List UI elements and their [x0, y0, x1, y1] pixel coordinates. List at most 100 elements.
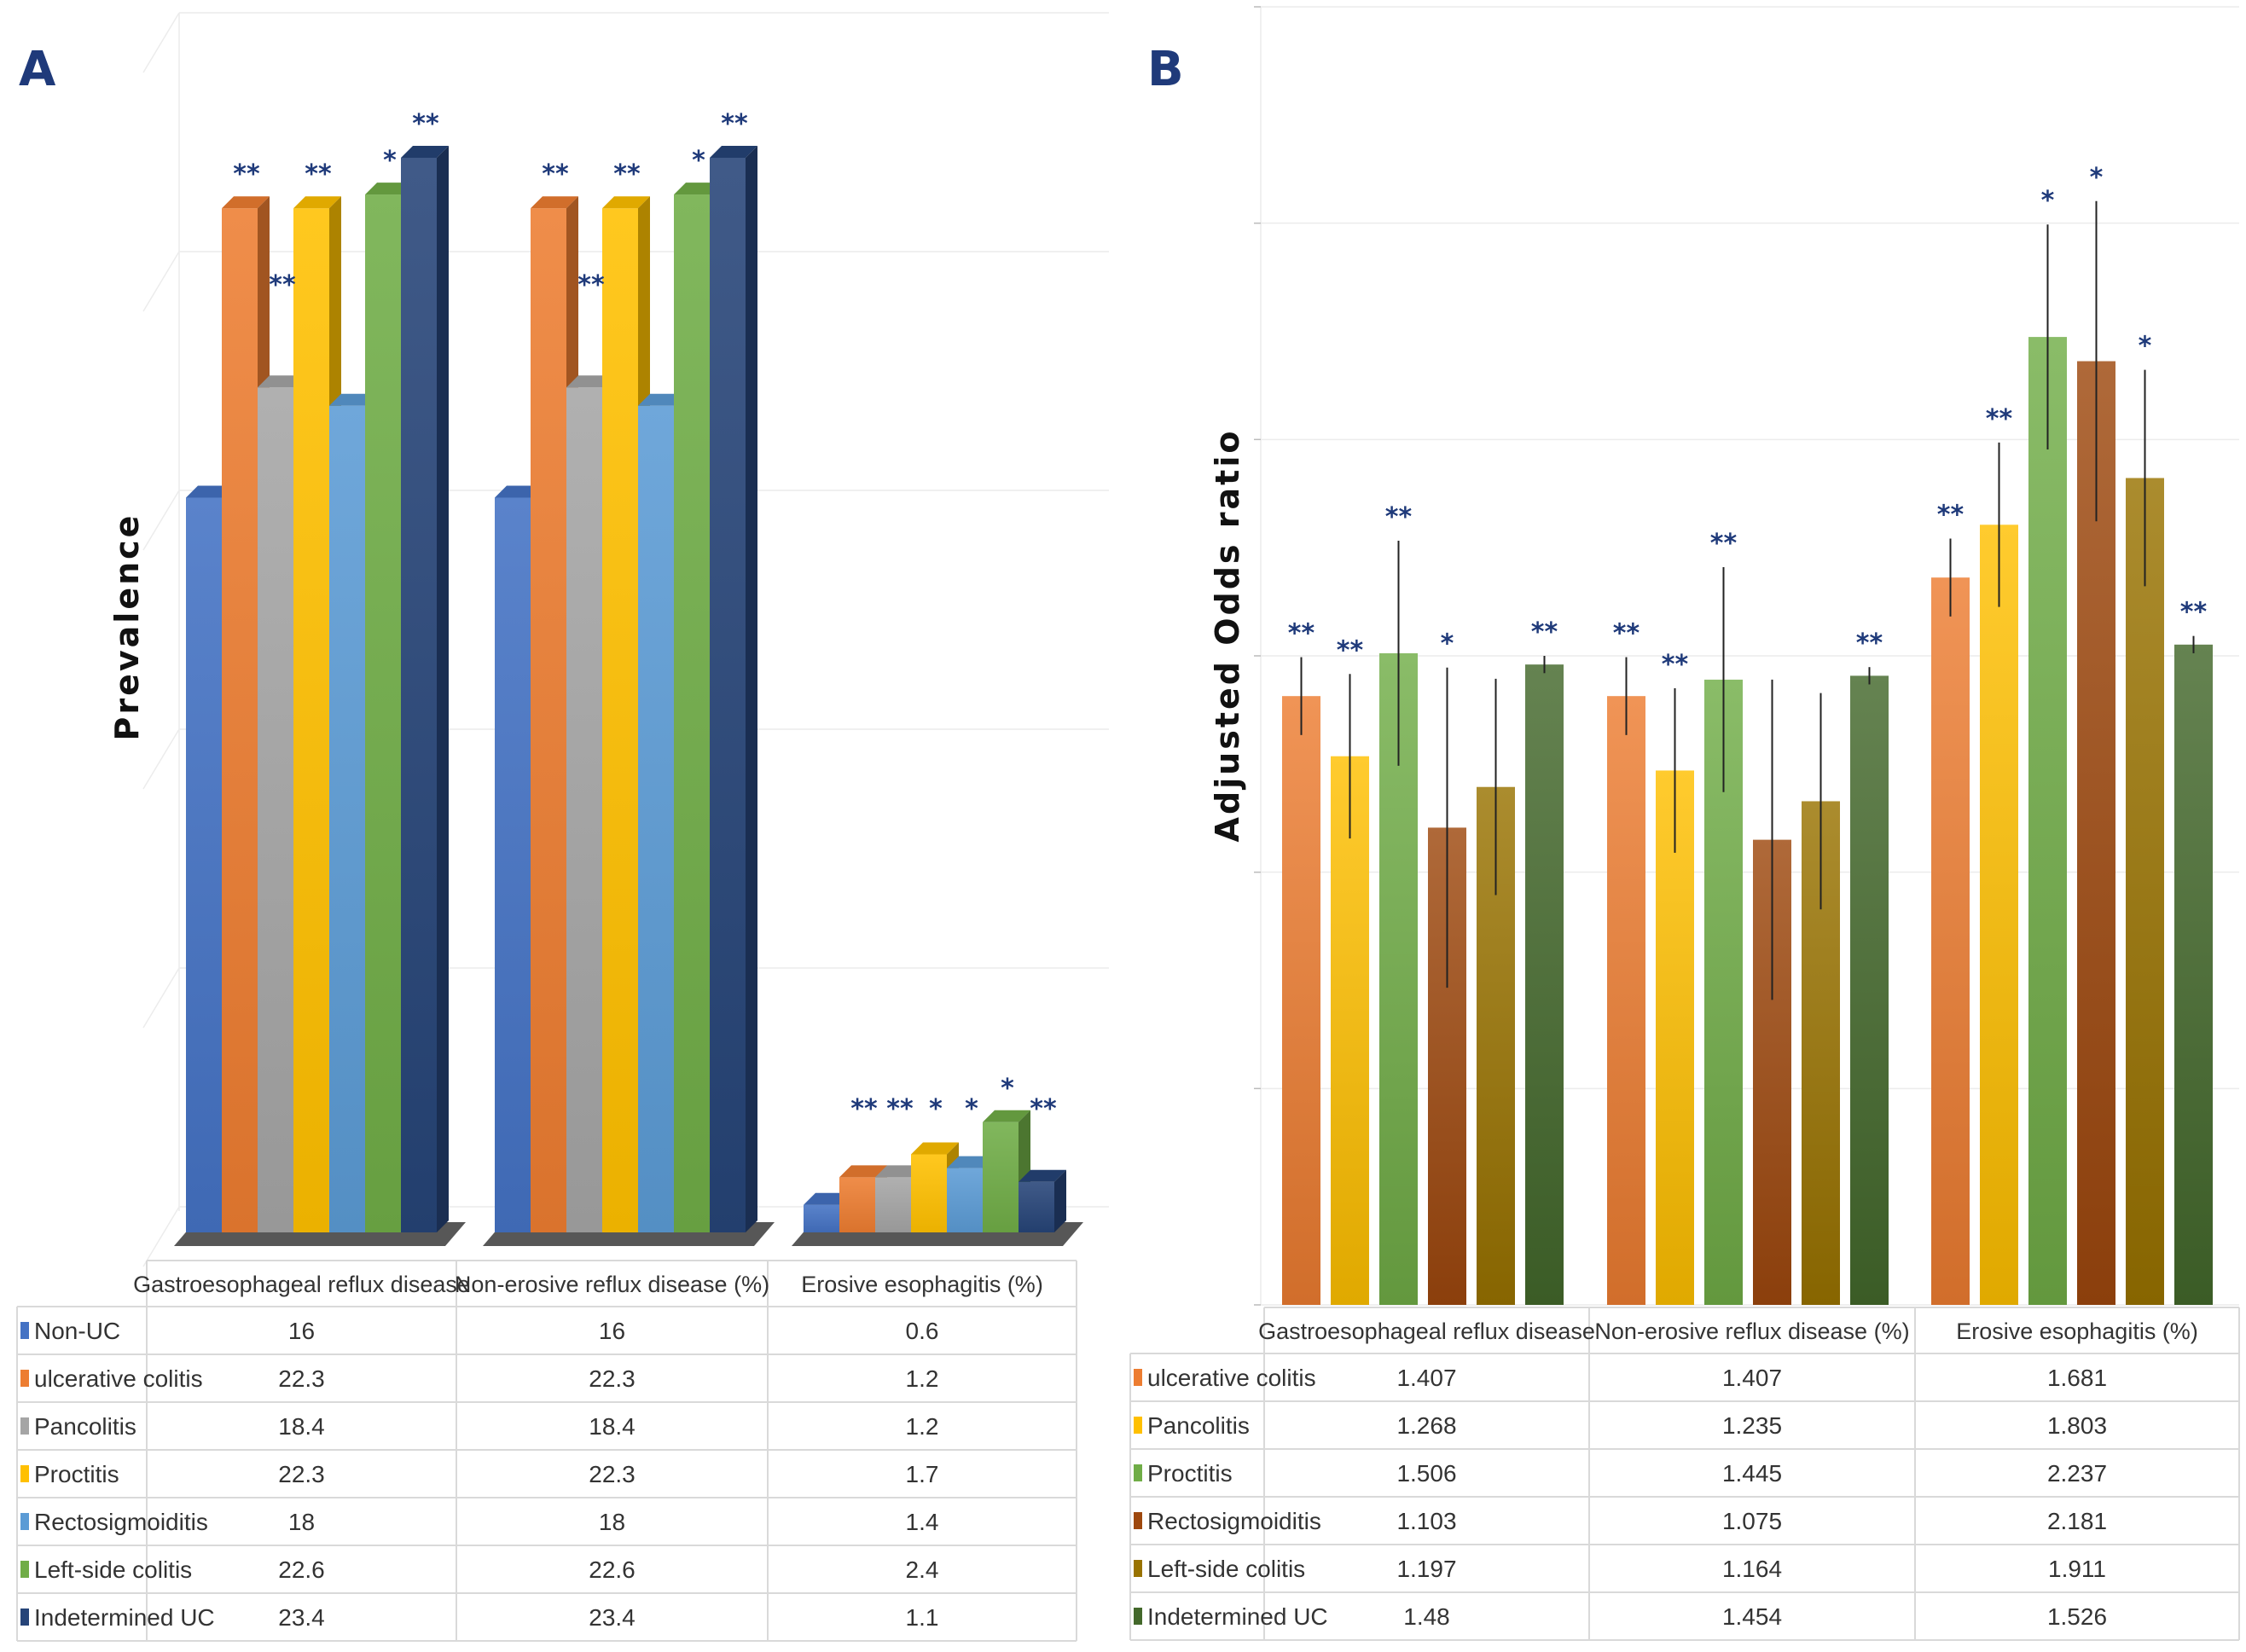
panel-a-significance-marks: ****** ********* ***** ** * **** [233, 109, 1057, 1124]
panel-b-bar-indetermined-uc-1 [1525, 664, 1564, 1305]
table-a-cell: 18 [599, 1509, 625, 1535]
panel-a-gridline-side [142, 1206, 180, 1267]
table-b-row-label-pancolitis: Pancolitis [1147, 1412, 1250, 1439]
panel-b-bar-ulcerative-colitis-1-significance: ** [1288, 619, 1315, 649]
panel-a-bar-proctitis-3-front [911, 1154, 947, 1232]
panel-b-bar-left-side-colitis-3 [2126, 478, 2164, 1305]
panel-b-bar-proctitis-2-significance: ** [1710, 529, 1738, 559]
panel-b-bar-pancolitis-3 [1980, 525, 2018, 1305]
panel-b-bar-indetermined-uc-2-significance: ** [1856, 629, 1883, 658]
panel-b-significance-marks: ******* ** ***************** [1288, 163, 2208, 680]
table-a-row-label-non-uc: Non-UC [34, 1318, 120, 1344]
table-b-cell: 2.237 [2047, 1460, 2107, 1487]
panel-b-bar-ulcerative-colitis-1 [1282, 696, 1320, 1305]
panel-a-bar-proctitis-3-top [911, 1142, 959, 1155]
panel-b-bar-pancolitis-1 [1331, 756, 1369, 1305]
panel-b-letter: B [1147, 42, 1184, 97]
table-a-cell: 23.4 [589, 1604, 635, 1631]
panel-b-bar-indetermined-uc-3-significance: ** [2180, 598, 2208, 628]
panel-a-bar-pancolitis-2-front [566, 387, 602, 1232]
table-b-cell: 1.197 [1396, 1556, 1456, 1582]
table-a-cell: 22.3 [589, 1365, 635, 1392]
table-b-cell: 1.526 [2047, 1603, 2107, 1630]
table-a-cell: 22.6 [278, 1556, 325, 1583]
table-a-header-3: Erosive esophagitis (%) [801, 1272, 1043, 1297]
panel-b-bar-left-side-colitis-3-significance: * [2139, 332, 2152, 362]
table-a-cell: 2.4 [906, 1556, 939, 1583]
table-a-cell: 23.4 [278, 1604, 325, 1631]
table-a-cell: 1.7 [906, 1461, 939, 1487]
table-a-cell: 22.3 [278, 1461, 325, 1487]
table-b-legend-key-left-side-colitis [1134, 1560, 1142, 1577]
table-a-header-2: Non-erosive reflux disease (%) [455, 1272, 769, 1297]
table-a-cell: 16 [288, 1318, 315, 1344]
panel-a-bar-rectosigmoiditis-3-front [947, 1168, 983, 1232]
table-a-legend-key-left-side-colitis [20, 1561, 29, 1578]
panel-a-bar-left-side-colitis-3-significance: * [1001, 1074, 1014, 1104]
panel-b-bar-indetermined-uc-2 [1850, 675, 1889, 1305]
table-a-cell: 0.6 [906, 1318, 939, 1344]
table-a-legend-key-ulcerative-colitis [20, 1370, 29, 1387]
table-b-cell: 1.235 [1722, 1412, 1782, 1439]
panel-a-bar-indetermined-uc-3-top [1019, 1169, 1066, 1182]
panel-a-bar-indetermined-uc-1 [401, 146, 449, 1232]
panel-a-letter: A [19, 42, 56, 97]
panel-a-bar-proctitis-2-front [602, 208, 638, 1233]
panel-a-bar-non-uc-2-front [495, 497, 531, 1232]
table-a-cell: 22.3 [589, 1461, 635, 1487]
panel-a-bar-indetermined-uc-2-significance: ** [721, 109, 748, 139]
panel-b-y-axis-label: Adjusted Odds ratio [1209, 429, 1246, 843]
table-a-row-label-proctitis: Proctitis [34, 1461, 119, 1487]
panel-a-bar-left-side-colitis-1-front [365, 194, 401, 1233]
panel-a-bar-left-side-colitis-3-top [983, 1110, 1030, 1122]
table-a-legend-key-rectosigmoiditis [20, 1513, 29, 1530]
panel-a-bar-pancolitis-2 [566, 375, 614, 1232]
panel-a-gridline-side [142, 251, 180, 312]
table-b-header-3: Erosive esophagitis (%) [1956, 1319, 2198, 1344]
panel-a-bar-left-side-colitis-1-significance: * [383, 146, 397, 176]
panel-a-bar-pancolitis-3-significance: ** [886, 1094, 914, 1124]
panel-b-chart: B Adjusted Odds ratio ******* ** *********… [1129, 6, 2240, 1641]
panel-a-bar-ulcerative-colitis-3-top [839, 1165, 887, 1178]
panel-a-bar-ulcerative-colitis-1-significance: ** [233, 159, 260, 189]
panel-b-data-table: Gastroesophageal reflux disease Non-erosi… [1129, 1307, 2240, 1641]
panel-a-bar-ulcerative-colitis-2-significance: ** [542, 159, 569, 189]
panel-a-gridline-side [142, 728, 180, 790]
table-a-cell: 1.2 [906, 1413, 939, 1440]
panel-a-bar-pancolitis-2-significance: ** [577, 270, 605, 300]
panel-a-bar-indetermined-uc-1-side [437, 146, 449, 1232]
table-b-cell: 2.181 [2047, 1508, 2107, 1534]
table-b-cell: 1.48 [1403, 1603, 1450, 1630]
panel-a-gridline-side [142, 12, 180, 73]
panel-b-bar-pancolitis-2 [1656, 770, 1694, 1305]
panel-a-bar-left-side-colitis-3-front [983, 1122, 1019, 1232]
panel-a-bar-pancolitis-1-front [258, 387, 293, 1232]
panel-a-bar-ulcerative-colitis-3-significance: ** [850, 1094, 878, 1124]
table-b-cell: 1.911 [2048, 1556, 2106, 1582]
table-a-row-label-rectosigmoiditis: Rectosigmoiditis [34, 1509, 208, 1535]
panel-a-bar-indetermined-uc-3-side [1054, 1169, 1066, 1232]
panel-a-gridline-side [142, 490, 180, 551]
panel-a-bar-rectosigmoiditis-1-front [329, 405, 365, 1232]
panel-b-bar-proctitis-1-significance: ** [1385, 502, 1413, 532]
panel-b-bar-indetermined-uc-1-significance: ** [1531, 617, 1558, 647]
panel-a-bar-ulcerative-colitis-2-front [531, 208, 566, 1233]
panel-a-y-axis-label: Prevalence [108, 513, 146, 741]
table-b-cell: 1.075 [1722, 1508, 1782, 1534]
table-a-legend-key-non-uc [20, 1322, 29, 1339]
panel-a-bar-proctitis-3-significance: * [929, 1094, 943, 1124]
table-b-header-2: Non-erosive reflux disease (%) [1594, 1319, 1909, 1344]
table-a-cell: 1.1 [906, 1604, 939, 1631]
panel-a-bar-pancolitis-3-front [875, 1177, 911, 1232]
panel-a-bar-indetermined-uc-2-front [710, 158, 746, 1232]
table-a-cell: 18.4 [589, 1413, 635, 1440]
panel-b-bar-rectosigmoiditis-1-significance: * [1441, 629, 1454, 659]
table-a-cell: 22.6 [589, 1556, 635, 1583]
table-b-legend-key-rectosigmoiditis [1134, 1512, 1142, 1529]
panel-a-data-table: Gastroesophageal reflux diseaseNon-erosi… [16, 1260, 1077, 1642]
panel-a-bar-proctitis-2-significance: ** [613, 159, 641, 189]
panel-b-bars [1282, 337, 2213, 1306]
table-a-cell: 18 [288, 1509, 315, 1535]
panel-a-bar-ulcerative-colitis-1-top [222, 196, 270, 209]
